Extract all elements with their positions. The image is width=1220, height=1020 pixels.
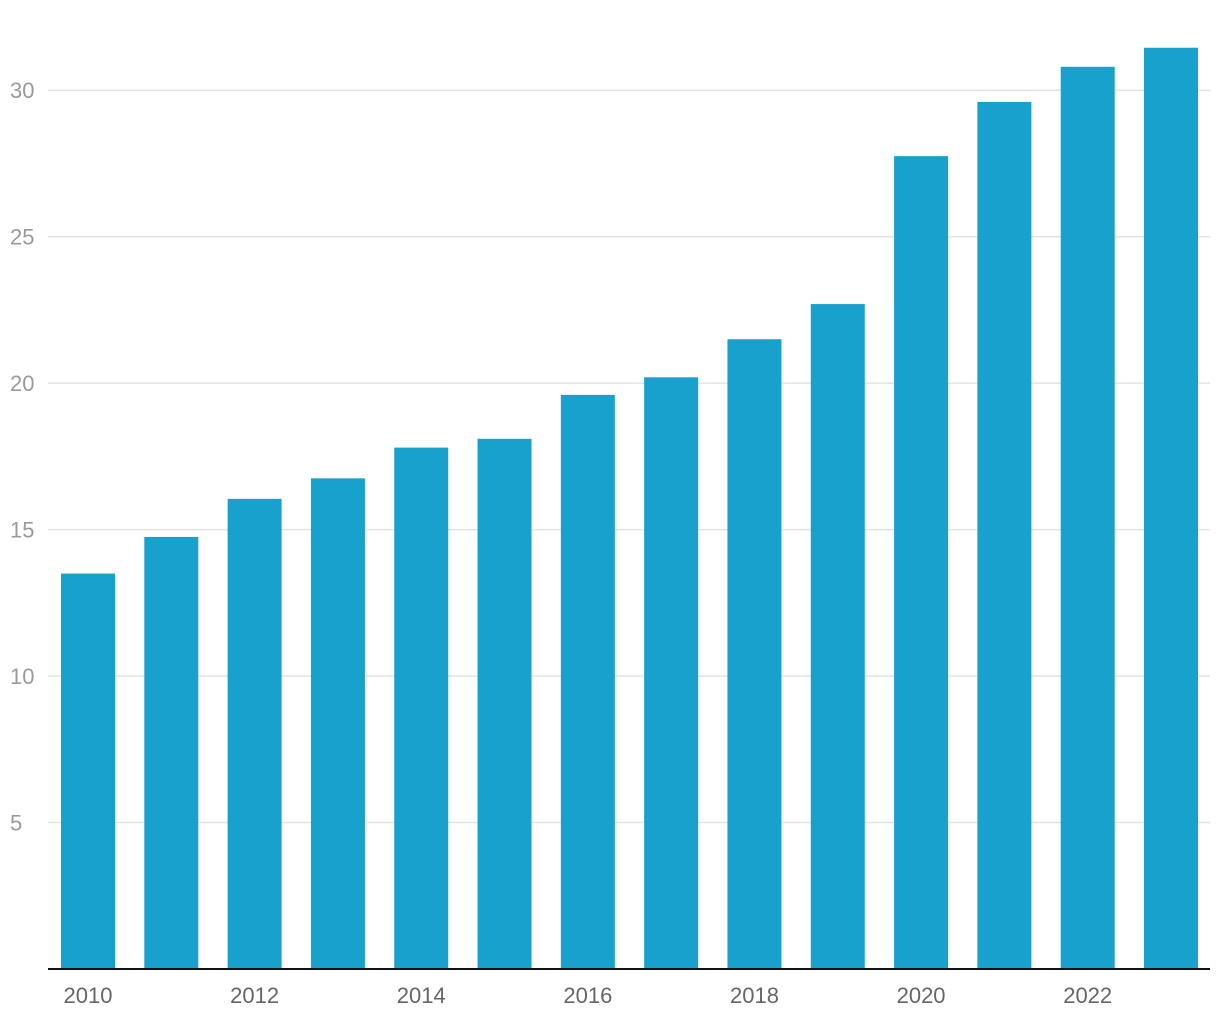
x-tick-label: 2014 xyxy=(397,983,446,1008)
bar-2015 xyxy=(477,438,532,970)
y-axis-ticks: 5 10 15 20 25 30 xyxy=(10,78,34,835)
bar-2022 xyxy=(1060,66,1115,969)
x-tick-label: 2012 xyxy=(230,983,279,1008)
bar-2020 xyxy=(894,156,949,970)
x-tick-label: 2010 xyxy=(64,983,113,1008)
y-tick-label: 30 xyxy=(10,78,34,103)
y-tick-label: 10 xyxy=(10,664,34,689)
bar-2012 xyxy=(227,498,282,969)
y-tick-label: 15 xyxy=(10,518,34,543)
y-tick-label: 25 xyxy=(10,225,34,250)
x-tick-label: 2016 xyxy=(563,983,612,1008)
bar-2014 xyxy=(394,447,449,969)
x-tick-label: 2022 xyxy=(1063,983,1112,1008)
bar-2010 xyxy=(61,573,115,969)
gridlines xyxy=(48,89,1210,824)
y-tick-label: 5 xyxy=(10,811,22,836)
bar-2021 xyxy=(977,101,1032,969)
x-axis-ticks: 2010 2012 2014 2016 2018 2020 2022 xyxy=(64,983,1113,1008)
bar-2013 xyxy=(310,478,365,969)
x-tick-label: 2020 xyxy=(897,983,946,1008)
bar-2023 xyxy=(1144,47,1198,970)
bar-2017 xyxy=(644,377,699,969)
bars xyxy=(61,47,1198,970)
bar-2016 xyxy=(560,394,615,970)
bar-2011 xyxy=(144,536,199,969)
x-tick-label: 2018 xyxy=(730,983,779,1008)
bar-2019 xyxy=(810,304,865,970)
y-tick-label: 20 xyxy=(10,371,34,396)
bar-2018 xyxy=(727,339,782,969)
